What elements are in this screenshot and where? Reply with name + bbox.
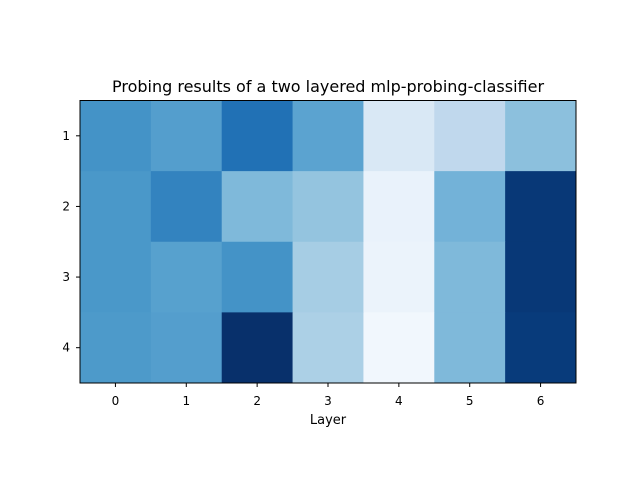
y-tick-label: 2 <box>62 199 70 213</box>
heatmap-cell-r1-c1 <box>150 100 223 172</box>
heatmap-cell-r2-c3 <box>292 171 364 243</box>
heatmap-cell-r2-c6 <box>505 171 577 243</box>
heatmap-cell-r3-c5 <box>434 241 506 313</box>
heatmap-cell-r4-c2 <box>221 312 294 384</box>
heatmap-cell-r4-c6 <box>505 312 577 384</box>
x-tick-label: 6 <box>537 394 545 408</box>
y-axis-ticks: 1 2 3 4 <box>62 129 80 355</box>
heatmap-cell-r2-c5 <box>434 171 506 243</box>
x-tick-label: 4 <box>395 394 403 408</box>
heatmap-cell-r4-c4 <box>363 312 435 384</box>
heatmap-cell-r2-c2 <box>221 171 294 243</box>
heatmap-cell-r2-c0 <box>80 171 152 243</box>
x-tick-label: 2 <box>253 394 261 408</box>
heatmap-cell-r4-c3 <box>292 312 364 384</box>
heatmap-cell-r1-c2 <box>221 100 294 172</box>
heatmap-cell-r4-c1 <box>150 312 223 384</box>
heatmap-cell-r3-c4 <box>363 241 435 313</box>
heatmap-cell-r3-c6 <box>505 241 577 313</box>
x-tick-label: 5 <box>466 394 474 408</box>
x-tick-label: 0 <box>112 394 120 408</box>
heatmap-cell-r1-c6 <box>505 100 577 172</box>
x-axis-ticks: 0 1 2 3 4 5 6 <box>112 383 545 408</box>
heatmap-cell-r3-c0 <box>80 241 152 313</box>
x-tick-label: 1 <box>182 394 190 408</box>
y-tick-label: 1 <box>62 129 70 143</box>
heatmap-cell-r1-c4 <box>363 100 435 172</box>
x-tick-label: 3 <box>324 394 332 408</box>
chart-title: Probing results of a two layered mlp-pro… <box>112 77 544 96</box>
heatmap-cell-r1-c5 <box>434 100 506 172</box>
heatmap-cell-r1-c3 <box>292 100 364 172</box>
heatmap-cell-r4-c5 <box>434 312 506 384</box>
heatmap-cell-r1-c0 <box>80 100 152 172</box>
heatmap-cell-r3-c2 <box>221 241 294 313</box>
heatmap-cell-r3-c1 <box>150 241 223 313</box>
heatmap-cell-r2-c1 <box>150 171 223 243</box>
heatmap-cell-r3-c3 <box>292 241 364 313</box>
heatmap-cells <box>80 100 577 384</box>
x-axis-label: Layer <box>310 413 347 428</box>
heatmap-cell-r4-c0 <box>80 312 152 384</box>
heatmap-cell-r2-c4 <box>363 171 435 243</box>
y-tick-label: 3 <box>62 270 70 284</box>
y-tick-label: 4 <box>62 341 70 355</box>
